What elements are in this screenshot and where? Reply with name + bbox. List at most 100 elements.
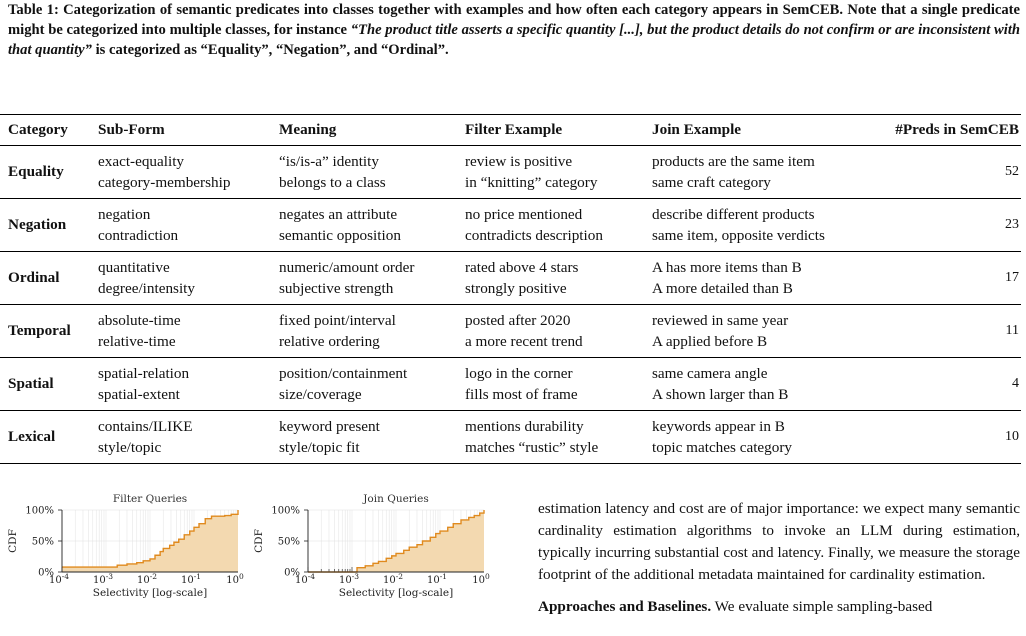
- y-tick-label: 100%: [271, 506, 300, 517]
- filter-example-line: no price mentioned: [465, 205, 583, 223]
- sub-form-line: contradiction: [98, 227, 179, 244]
- filter-example-line: strongly positive: [465, 280, 567, 297]
- header-category: Category: [0, 114, 98, 146]
- meaning-line: relative ordering: [279, 333, 380, 350]
- x-tick-base: 10: [181, 575, 194, 586]
- paragraph-text: We evaluate simple sampling-based: [711, 598, 933, 615]
- cdf-line: [308, 510, 485, 573]
- meaning-cell: fixed point/interval relative ordering: [279, 304, 465, 358]
- sub-form-cell: exact-equality category-membership: [98, 145, 279, 199]
- x-axis-label: Selectivity [log-scale]: [339, 587, 453, 599]
- meaning-line: subjective strength: [279, 280, 394, 297]
- table-caption: Table 1: Categorization of semantic pred…: [8, 0, 1020, 60]
- y-tick-label: 50%: [278, 537, 300, 548]
- x-tick-base: 10: [93, 575, 106, 586]
- category-cell: Lexical: [0, 410, 98, 464]
- x-tick-label: 10-2: [137, 572, 157, 586]
- y-tick-label: 100%: [25, 506, 54, 517]
- meaning-cell: numeric/amount order subjective strength: [279, 251, 465, 305]
- table-row: Ordinal quantitative degree/intensity numer…: [0, 251, 1021, 305]
- sub-form-line: spatial-relation: [98, 364, 190, 382]
- join-example-line: same item, opposite verdicts: [652, 227, 825, 244]
- meaning-line: belongs to a class: [279, 174, 386, 191]
- meaning-line: semantic opposition: [279, 227, 401, 244]
- meaning-line: fixed point/interval: [279, 311, 396, 329]
- sub-form-line: absolute-time: [98, 311, 181, 329]
- meaning-cell: negates an attribute semantic opposition: [279, 198, 465, 252]
- chart-title: Join Queries: [362, 493, 429, 505]
- x-tick-base: 10: [383, 575, 396, 586]
- meaning-line: negates an attribute: [279, 205, 398, 223]
- meaning-line: position/containment: [279, 364, 408, 382]
- filter-example-cell: review is positive in “knitting” category: [465, 145, 652, 199]
- join-example-line: A more detailed than B: [652, 280, 793, 297]
- filter-example-line: in “knitting” category: [465, 174, 598, 191]
- x-tick-exponent: -4: [62, 572, 70, 581]
- filter-example-cell: logo in the corner fills most of frame: [465, 357, 652, 411]
- x-tick-label: 10-4: [295, 572, 315, 586]
- header-filter-example: Filter Example: [465, 114, 652, 146]
- header-sub-form: Sub-Form: [98, 114, 279, 146]
- x-tick-base: 10: [339, 575, 352, 586]
- sub-form-line: quantitative: [98, 258, 170, 276]
- x-tick-base: 10: [49, 575, 62, 586]
- sub-form-line: exact-equality: [98, 152, 185, 170]
- x-tick-label: 10-3: [93, 572, 113, 586]
- category-cell: Temporal: [0, 304, 98, 358]
- header-join-example: Join Example: [652, 114, 852, 146]
- preds-count-cell: 52: [852, 145, 1021, 199]
- x-tick-base: 10: [226, 575, 239, 586]
- x-tick-label: 100: [472, 572, 490, 586]
- category-cell: Spatial: [0, 357, 98, 411]
- join-example-cell: keywords appear in B topic matches catego…: [652, 410, 852, 464]
- join-example-cell: describe different products same item, op…: [652, 198, 852, 252]
- meaning-cell: “is/is-a” identity belongs to a class: [279, 145, 465, 199]
- header-preds-count: #Preds in SemCEB: [852, 114, 1021, 146]
- filter-example-cell: mentions durability matches “rustic” styl…: [465, 410, 652, 464]
- filter-example-line: contradicts description: [465, 227, 603, 244]
- table-row: Equality exact-equality category-membershi…: [0, 145, 1021, 199]
- table-row: Negation negation contradiction negates an …: [0, 198, 1021, 252]
- meaning-line: numeric/amount order: [279, 258, 415, 276]
- filter-example-cell: posted after 2020 a more recent trend: [465, 304, 652, 358]
- category-cell: Equality: [0, 145, 98, 199]
- x-tick-label: 10-3: [339, 572, 359, 586]
- sub-form-line: degree/intensity: [98, 280, 195, 297]
- meaning-line: size/coverage: [279, 386, 362, 403]
- caption-quote: “The product title asserts a specific qu…: [8, 22, 1021, 58]
- x-tick-exponent: -3: [106, 572, 114, 581]
- x-tick-exponent: -3: [352, 572, 360, 581]
- x-tick-exponent: -1: [194, 572, 201, 581]
- cdf-area: [308, 510, 484, 572]
- filter-example-line: mentions durability: [465, 417, 584, 435]
- x-tick-label: 10-1: [427, 572, 447, 586]
- header-meaning: Meaning: [279, 114, 465, 146]
- cdf-area: [62, 510, 238, 572]
- x-tick-exponent: -1: [440, 572, 447, 581]
- x-tick-base: 10: [472, 575, 485, 586]
- x-tick-exponent: 0: [485, 572, 490, 581]
- join-example-line: A has more items than B: [652, 258, 802, 276]
- body-paragraph: estimation latency and cost are of major…: [538, 500, 1020, 583]
- body-text-column: estimation latency and cost are of major…: [538, 498, 1020, 628]
- caption-lead: Table 1: Categorization of semantic pred…: [8, 2, 1020, 38]
- body-paragraph-approaches: Approaches and Baselines. We evaluate si…: [538, 596, 1020, 618]
- x-tick-exponent: 0: [239, 572, 244, 581]
- sub-form-line: contains/ILIKE: [98, 417, 193, 435]
- table-row: Spatial spatial-relation spatial-extent pos…: [0, 357, 1021, 411]
- filter-example-line: a more recent trend: [465, 333, 583, 350]
- join-example-line: topic matches category: [652, 439, 793, 456]
- filter-example-line: fills most of frame: [465, 386, 578, 403]
- y-tick-label: 50%: [32, 537, 54, 548]
- meaning-cell: position/containment size/coverage: [279, 357, 465, 411]
- category-cell: Negation: [0, 198, 98, 252]
- x-tick-base: 10: [137, 575, 150, 586]
- filter-example-line: matches “rustic” style: [465, 439, 599, 456]
- sub-form-line: spatial-extent: [98, 386, 180, 403]
- meaning-cell: keyword present style/topic fit: [279, 410, 465, 464]
- join-example-line: products are the same item: [652, 152, 815, 170]
- preds-count-cell: 23: [852, 198, 1021, 252]
- meaning-line: style/topic fit: [279, 439, 360, 456]
- join-example-line: same craft category: [652, 174, 771, 191]
